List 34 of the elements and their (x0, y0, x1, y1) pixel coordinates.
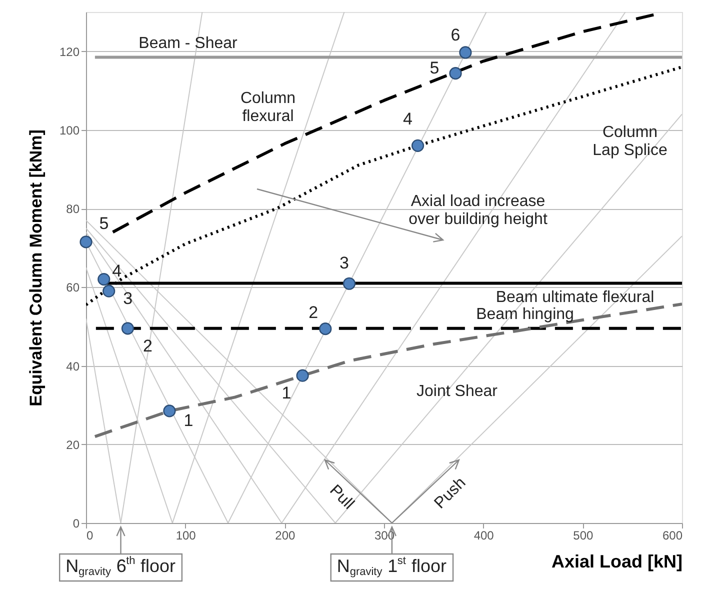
x-tick-label: 0 (86, 528, 94, 542)
annotation: 4 (112, 261, 122, 280)
annotation: 2 (142, 336, 152, 356)
y-tick-label: 40 (66, 359, 80, 374)
y-tick-label: 100 (59, 123, 80, 138)
annotation: 4 (403, 110, 413, 129)
annotation: Column flexural (240, 90, 296, 125)
annotation: Beam ultimate flexural (496, 289, 654, 306)
annotation: 6 (450, 25, 460, 44)
y-axis-title: Equivalent Column Moment [kNm] (26, 130, 46, 406)
annotation: 5 (99, 214, 109, 233)
annotation: Axial load increase over building height (408, 193, 548, 228)
annotation: Beam - Shear (138, 35, 238, 52)
y-tick-label: 0 (72, 516, 80, 530)
x-tick-label: 400 (474, 528, 494, 542)
y-tick-label: 60 (66, 280, 80, 295)
annotation: 3 (340, 254, 349, 273)
annotation: 1 (282, 384, 292, 403)
annotation: Joint Shear (416, 383, 498, 400)
x-tick-label: 500 (573, 528, 594, 542)
annotation: Beam hinging (476, 306, 574, 323)
x-axis-title: Axial Load [kN] (551, 552, 682, 572)
annotation: Column Lap Splice (592, 124, 668, 159)
annotation: Pull (326, 482, 358, 513)
y-tick-label: 20 (66, 438, 80, 452)
x-tick-label: 100 (176, 528, 196, 542)
y-tick-label: 120 (59, 44, 80, 59)
annotation: 3 (123, 289, 133, 308)
annotation: 5 (430, 58, 440, 78)
y-tick-label: 80 (66, 202, 80, 216)
x-tick-label: 200 (275, 528, 296, 542)
annotation: 1 (184, 410, 194, 430)
x-tick-label: 600 (662, 528, 683, 542)
annotation: 2 (308, 302, 318, 322)
